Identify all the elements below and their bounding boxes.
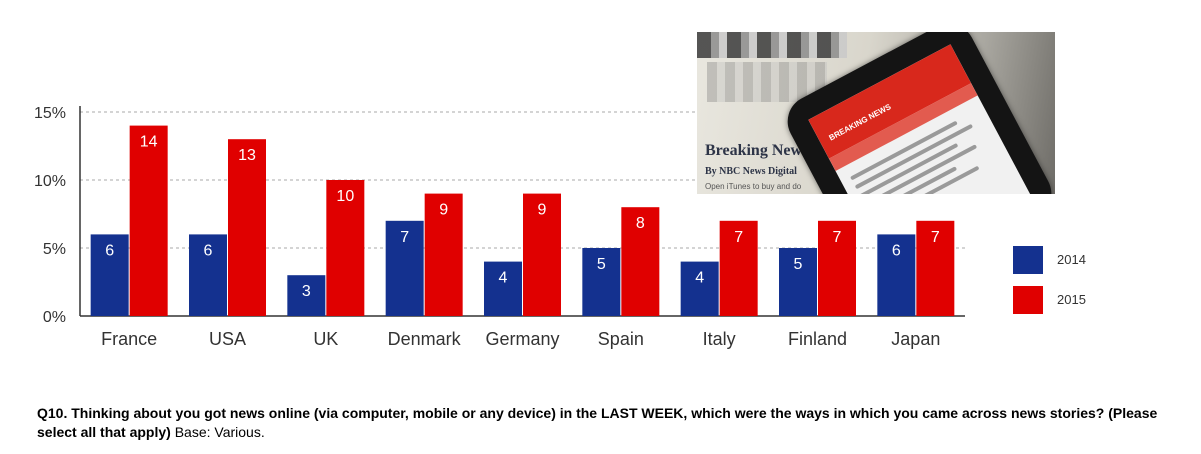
bar-value-label: 8: [636, 215, 645, 232]
bar-2015-usa: [228, 139, 266, 316]
legend-swatch-2014: [1013, 246, 1043, 274]
x-category-label: UK: [313, 329, 338, 349]
bar-2015-france: [129, 125, 168, 316]
x-category-label: Italy: [703, 329, 736, 349]
bar-2015-uk: [326, 180, 365, 316]
photo-subline: Open iTunes to buy and do: [705, 182, 802, 191]
legend-swatch-2015: [1013, 286, 1043, 314]
question-text: Q10. Thinking about you got news online …: [37, 405, 1158, 440]
bar-2015-japan: [916, 220, 955, 316]
x-category-label: Germany: [485, 329, 559, 349]
y-tick-label: 15%: [34, 105, 66, 122]
news-phone-photo: Breaking News By NBC News Digital Open i…: [697, 32, 1055, 194]
y-tick-label: 10%: [34, 173, 66, 190]
bar-value-label: 10: [336, 188, 354, 205]
bar-value-label: 14: [140, 134, 158, 151]
bar-2014-finland: [779, 248, 817, 316]
bar-2014-denmark: [385, 220, 424, 316]
x-category-label: Denmark: [388, 329, 462, 349]
x-category-label: USA: [209, 329, 246, 349]
bar-value-label: 9: [439, 202, 448, 219]
bar-2014-france: [90, 234, 129, 316]
bar-value-label: 6: [105, 242, 114, 259]
bar-2015-denmark: [424, 193, 463, 316]
question-base: Base: Various.: [170, 424, 265, 440]
phone-screen: BREAKING NEWS: [808, 44, 1040, 194]
bar-2015-germany: [523, 193, 561, 316]
bar-value-label: 7: [400, 229, 409, 246]
bar-value-label: 6: [892, 242, 901, 259]
bar-2014-germany: [484, 261, 522, 316]
x-axis-labels: France USA UK Denmark Germany Spain Italy Finla…: [101, 329, 940, 349]
bar-2015-finland: [818, 220, 856, 316]
bar-chart: 0% 5% 10% 15% 6 14 6 13 3 10 7 9 4 9 5 8 4 7 5 7 6 7 France U…: [34, 105, 1086, 349]
photo-byline: By NBC News Digital: [705, 166, 797, 177]
bar-2015-italy: [719, 220, 758, 316]
bar-value-label: 7: [734, 229, 743, 246]
bar-value-label: 13: [238, 147, 256, 164]
legend-label: 2014: [1057, 252, 1086, 267]
bar-value-label: 3: [302, 283, 311, 300]
bar-value-label: 5: [597, 256, 606, 273]
photo-headline: Breaking News: [705, 142, 809, 159]
chart-bars: 6 14 6 13 3 10 7 9 4 9 5 8 4 7 5 7 6 7: [90, 125, 955, 316]
bar-2014-uk: [287, 275, 326, 316]
bar-value-label: 4: [695, 270, 704, 287]
bar-value-label: 9: [538, 202, 547, 219]
bar-2014-japan: [877, 234, 916, 316]
bar-value-label: 7: [833, 229, 842, 246]
bar-2014-spain: [582, 248, 621, 316]
bar-2014-italy: [680, 261, 719, 316]
chart-gridlines: [79, 106, 965, 317]
y-tick-label: 5%: [43, 241, 66, 258]
y-axis-ticks: 0% 5% 10% 15%: [34, 105, 66, 326]
y-tick-label: 0%: [43, 309, 66, 326]
legend-label: 2015: [1057, 292, 1086, 307]
bar-value-label: 5: [794, 256, 803, 273]
x-category-label: Japan: [891, 329, 940, 349]
x-category-label: France: [101, 329, 157, 349]
photo-strip: [697, 32, 847, 58]
bar-value-label: 7: [931, 229, 940, 246]
bar-2015-spain: [621, 207, 660, 316]
chart-legend: 2014 2015: [1013, 246, 1086, 314]
x-category-label: Finland: [788, 329, 847, 349]
bar-value-label: 4: [499, 270, 508, 287]
bar-value-label: 6: [204, 242, 213, 259]
bar-2014-usa: [189, 234, 227, 316]
survey-question: Q10. Thinking about you got news online …: [37, 404, 1187, 442]
x-category-label: Spain: [598, 329, 644, 349]
